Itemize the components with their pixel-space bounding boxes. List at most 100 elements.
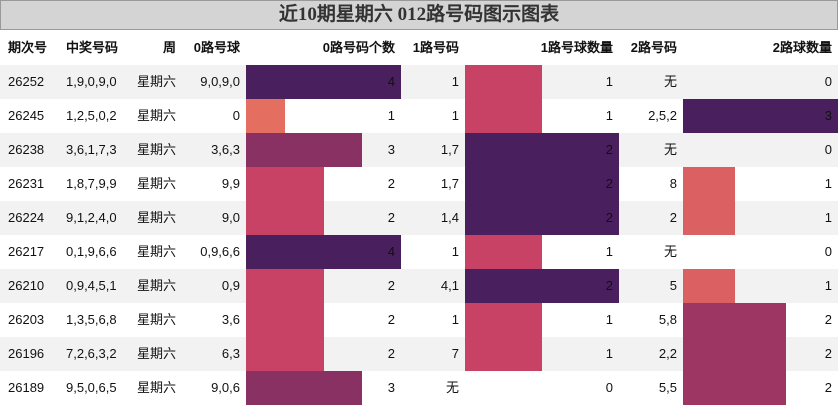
count-bar xyxy=(246,65,401,99)
table-cell: 26252 xyxy=(8,74,45,89)
table-cell: 1,9,0,9,0 xyxy=(66,74,117,89)
table-cell: 26203 xyxy=(8,312,45,327)
count-bar xyxy=(246,201,324,235)
count-bar xyxy=(246,167,324,201)
count-cell: 2 xyxy=(387,312,395,327)
count-bar xyxy=(246,133,363,167)
count-cell: 1 xyxy=(605,74,613,89)
count-bar xyxy=(465,133,619,167)
count-bar xyxy=(683,371,787,405)
count-cell: 2 xyxy=(824,346,832,361)
table-cell: 无 xyxy=(663,74,677,89)
count-cell: 2 xyxy=(387,176,395,191)
table-cell: 3,6 xyxy=(221,312,240,327)
table-cell: 7 xyxy=(451,346,459,361)
column-header: 中奖号码 xyxy=(66,40,119,55)
table-cell: 0,9,4,5,1 xyxy=(66,278,117,293)
table-cell: 星期六 xyxy=(136,278,176,293)
table-cell: 1,7 xyxy=(440,176,459,191)
column-header: 期次号 xyxy=(8,40,48,55)
count-cell: 1 xyxy=(824,176,832,191)
count-bar xyxy=(246,99,285,133)
count-bar xyxy=(246,303,324,337)
table-cell: 26245 xyxy=(8,108,45,123)
table-cell: 9,1,2,4,0 xyxy=(66,210,117,225)
table-cell: 9,0,6 xyxy=(211,380,240,395)
count-bar xyxy=(465,167,619,201)
column-header: 1路号码 xyxy=(412,40,459,55)
count-bar xyxy=(683,337,787,371)
count-cell: 3 xyxy=(387,380,395,395)
count-cell: 0 xyxy=(824,244,832,259)
table-cell: 无 xyxy=(663,142,677,157)
table-cell: 0,9 xyxy=(221,278,240,293)
table-cell: 0,1,9,6,6 xyxy=(66,244,117,259)
count-bar xyxy=(683,99,838,133)
count-bar xyxy=(465,303,542,337)
count-cell: 0 xyxy=(824,142,832,157)
table-cell: 3,6,1,7,3 xyxy=(66,142,117,157)
table-cell: 1,7 xyxy=(440,142,459,157)
count-bar xyxy=(683,303,787,337)
count-cell: 0 xyxy=(605,380,613,395)
table-cell: 1 xyxy=(451,312,459,327)
table-cell: 无 xyxy=(445,380,459,395)
column-header: 2路号码 xyxy=(630,40,677,55)
table-cell: 0 xyxy=(232,108,240,123)
count-bar xyxy=(465,337,542,371)
count-cell: 0 xyxy=(824,74,832,89)
table-cell: 星期六 xyxy=(136,346,176,361)
count-cell: 1 xyxy=(387,108,395,123)
table-cell: 星期六 xyxy=(136,74,176,89)
count-cell: 2 xyxy=(605,142,613,157)
count-cell: 1 xyxy=(824,210,832,225)
table-cell: 1,4 xyxy=(440,210,459,225)
count-bar xyxy=(465,201,619,235)
table-cell: 4,1 xyxy=(440,278,459,293)
count-bar xyxy=(683,269,735,303)
table-cell: 1,3,5,6,8 xyxy=(66,312,117,327)
count-bar xyxy=(683,167,735,201)
table-cell: 9,0,9,0 xyxy=(200,74,240,89)
count-bar xyxy=(246,235,401,269)
row-background xyxy=(0,133,838,167)
table-cell: 2,5,2 xyxy=(648,108,677,123)
count-bar xyxy=(465,99,542,133)
count-bar xyxy=(683,201,735,235)
count-cell: 2 xyxy=(605,176,613,191)
table-cell: 26210 xyxy=(8,278,45,293)
column-header: 0路号球 xyxy=(193,40,240,55)
table-cell: 3,6,3 xyxy=(211,142,240,157)
count-cell: 4 xyxy=(387,74,395,89)
column-header: 1路号球数量 xyxy=(540,40,613,55)
count-bar xyxy=(465,269,619,303)
table-cell: 26196 xyxy=(8,346,45,361)
count-bar xyxy=(465,65,542,99)
count-cell: 3 xyxy=(824,108,832,123)
table-cell: 星期六 xyxy=(136,210,176,225)
table-cell: 9,5,0,6,5 xyxy=(66,380,117,395)
count-cell: 1 xyxy=(605,346,613,361)
table-cell: 26217 xyxy=(8,244,45,259)
table-cell: 1 xyxy=(451,244,459,259)
table-cell: 1,2,5,0,2 xyxy=(66,108,117,123)
table-cell: 9,0 xyxy=(221,210,240,225)
table-cell: 1 xyxy=(451,74,459,89)
count-cell: 3 xyxy=(387,142,395,157)
table-cell: 2 xyxy=(669,210,677,225)
table-cell: 5 xyxy=(669,278,677,293)
title: 近10期星期六 012路号码图示图表 xyxy=(0,0,838,30)
table-cell: 星期六 xyxy=(136,108,176,123)
count-bar xyxy=(246,269,324,303)
table-cell: 9,9 xyxy=(221,176,240,191)
count-bar xyxy=(246,337,324,371)
count-cell: 2 xyxy=(605,210,613,225)
table-cell: 1,8,7,9,9 xyxy=(66,176,117,191)
count-cell: 2 xyxy=(605,278,613,293)
row-background xyxy=(0,65,838,99)
table-cell: 6,3 xyxy=(221,346,240,361)
table-cell: 无 xyxy=(663,244,677,259)
count-cell: 1 xyxy=(605,108,613,123)
table-cell: 5,8 xyxy=(658,312,677,327)
column-header: 0路号码个数 xyxy=(322,40,395,55)
